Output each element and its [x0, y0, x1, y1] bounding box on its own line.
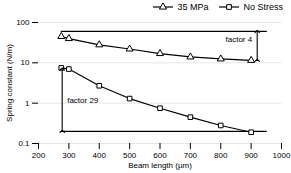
svg-text:1: 1	[25, 99, 30, 108]
html-text:No Stress: No Stress	[243, 2, 283, 12]
svg-text:factor 29: factor 29	[67, 96, 99, 105]
svg-text:Beam length (μm): Beam length (μm)	[128, 161, 192, 170]
svg-text:800: 800	[214, 151, 228, 160]
svg-text:600: 600	[153, 151, 167, 160]
svg-text:factor 4: factor 4	[226, 35, 253, 44]
svg-text:10: 10	[21, 58, 30, 67]
svg-text:100: 100	[16, 18, 30, 27]
svg-text:900: 900	[244, 151, 258, 160]
svg-text:400: 400	[93, 151, 107, 160]
svg-text:0.1: 0.1	[18, 139, 30, 148]
html-text:35 MPa: 35 MPa	[177, 2, 209, 12]
svg-text:Spring constant (N/m): Spring constant (N/m)	[5, 44, 14, 122]
svg-text:500: 500	[123, 151, 137, 160]
svg-text:1000: 1000	[273, 151, 291, 160]
svg-text:200: 200	[32, 151, 46, 160]
svg-text:700: 700	[184, 151, 198, 160]
svg-text:300: 300	[62, 151, 76, 160]
